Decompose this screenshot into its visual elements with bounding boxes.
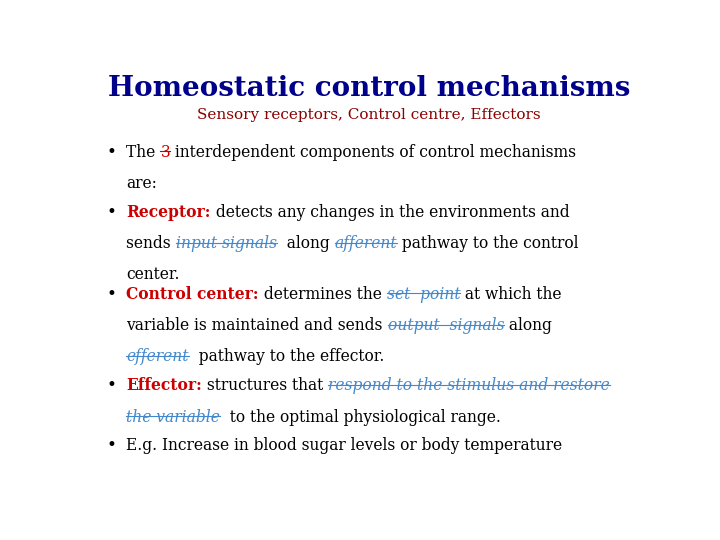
Text: Receptor:: Receptor: bbox=[126, 204, 211, 221]
Text: along: along bbox=[504, 317, 552, 334]
Text: to the optimal physiological range.: to the optimal physiological range. bbox=[220, 409, 501, 426]
Text: at which the: at which the bbox=[460, 286, 562, 303]
Text: along: along bbox=[277, 235, 335, 252]
Text: input signals: input signals bbox=[176, 235, 277, 252]
Text: •: • bbox=[107, 286, 117, 303]
Text: efferent: efferent bbox=[126, 348, 189, 366]
Text: interdependent components of control mechanisms: interdependent components of control mec… bbox=[170, 144, 576, 161]
Text: •: • bbox=[107, 144, 117, 161]
Text: Control center:: Control center: bbox=[126, 286, 258, 303]
Text: •: • bbox=[107, 204, 117, 221]
Text: determines the: determines the bbox=[258, 286, 387, 303]
Text: The: The bbox=[126, 144, 161, 161]
Text: 3: 3 bbox=[161, 144, 170, 161]
Text: afferent: afferent bbox=[335, 235, 397, 252]
Text: are:: are: bbox=[126, 175, 157, 192]
Text: •: • bbox=[107, 377, 117, 395]
Text: center.: center. bbox=[126, 266, 180, 284]
Text: pathway to the effector.: pathway to the effector. bbox=[189, 348, 384, 366]
Text: detects any changes in the environments and: detects any changes in the environments … bbox=[211, 204, 570, 221]
Text: Effector:: Effector: bbox=[126, 377, 202, 395]
Text: •: • bbox=[107, 437, 117, 454]
Text: variable is maintained and sends: variable is maintained and sends bbox=[126, 317, 387, 334]
Text: Sensory receptors, Control centre, Effectors: Sensory receptors, Control centre, Effec… bbox=[197, 109, 541, 123]
Text: E.g. Increase in blood sugar levels or body temperature: E.g. Increase in blood sugar levels or b… bbox=[126, 437, 562, 454]
Text: respond to the stimulus and restore: respond to the stimulus and restore bbox=[328, 377, 610, 395]
Text: the variable: the variable bbox=[126, 409, 220, 426]
Text: output  signals: output signals bbox=[387, 317, 504, 334]
Text: Homeostatic control mechanisms: Homeostatic control mechanisms bbox=[108, 75, 630, 102]
Text: structures that: structures that bbox=[202, 377, 328, 395]
Text: sends: sends bbox=[126, 235, 176, 252]
Text: pathway to the control: pathway to the control bbox=[397, 235, 579, 252]
Text: set  point: set point bbox=[387, 286, 460, 303]
